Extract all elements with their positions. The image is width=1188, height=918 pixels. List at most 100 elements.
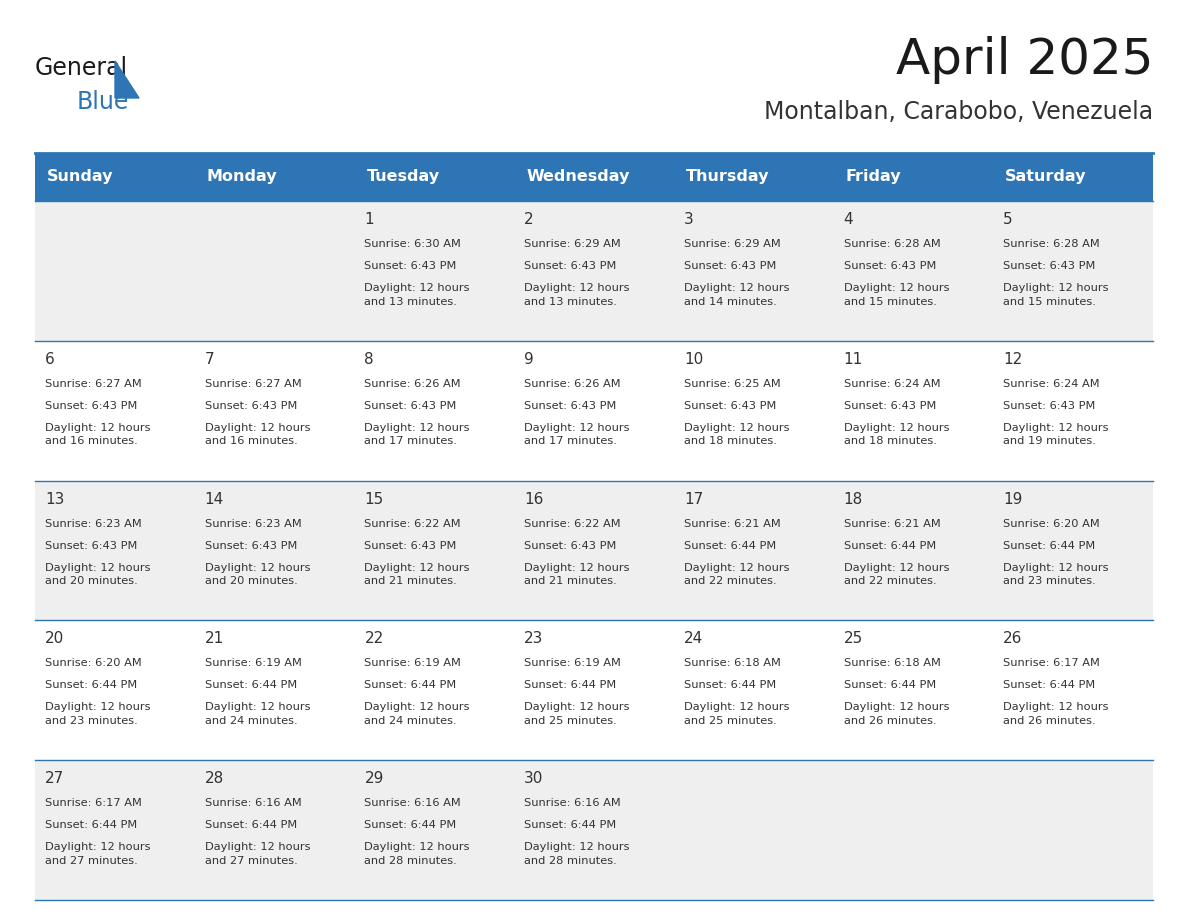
Text: Daylight: 12 hours
and 15 minutes.: Daylight: 12 hours and 15 minutes. (843, 283, 949, 307)
Text: Sunset: 6:44 PM: Sunset: 6:44 PM (365, 680, 456, 690)
Text: 24: 24 (684, 632, 703, 646)
Text: Daylight: 12 hours
and 18 minutes.: Daylight: 12 hours and 18 minutes. (843, 423, 949, 446)
Text: Daylight: 12 hours
and 17 minutes.: Daylight: 12 hours and 17 minutes. (365, 423, 470, 446)
Text: 25: 25 (843, 632, 862, 646)
Text: 5: 5 (1004, 212, 1013, 227)
Text: Sunset: 6:44 PM: Sunset: 6:44 PM (843, 541, 936, 551)
Text: Montalban, Carabobo, Venezuela: Montalban, Carabobo, Venezuela (764, 100, 1154, 124)
Text: 18: 18 (843, 492, 862, 507)
Text: Sunset: 6:43 PM: Sunset: 6:43 PM (45, 541, 138, 551)
Text: Sunset: 6:44 PM: Sunset: 6:44 PM (45, 680, 138, 690)
Text: Sunrise: 6:26 AM: Sunrise: 6:26 AM (524, 379, 621, 389)
Text: 14: 14 (204, 492, 225, 507)
Text: Sunset: 6:43 PM: Sunset: 6:43 PM (365, 401, 457, 410)
Text: 3: 3 (684, 212, 694, 227)
Text: Daylight: 12 hours
and 26 minutes.: Daylight: 12 hours and 26 minutes. (843, 702, 949, 726)
Text: Sunset: 6:43 PM: Sunset: 6:43 PM (524, 401, 617, 410)
Text: Sunrise: 6:30 AM: Sunrise: 6:30 AM (365, 239, 461, 249)
Text: Sunrise: 6:23 AM: Sunrise: 6:23 AM (204, 519, 302, 529)
Bar (34, 153, 1154, 201)
Text: Sunrise: 6:26 AM: Sunrise: 6:26 AM (365, 379, 461, 389)
Text: Sunrise: 6:17 AM: Sunrise: 6:17 AM (45, 798, 141, 808)
Text: 4: 4 (843, 212, 853, 227)
Text: Daylight: 12 hours
and 24 minutes.: Daylight: 12 hours and 24 minutes. (365, 702, 470, 726)
Text: Sunrise: 6:16 AM: Sunrise: 6:16 AM (365, 798, 461, 808)
Text: Sunset: 6:43 PM: Sunset: 6:43 PM (843, 261, 936, 271)
Text: General: General (34, 56, 128, 80)
Text: Sunrise: 6:28 AM: Sunrise: 6:28 AM (843, 239, 941, 249)
Text: Sunrise: 6:19 AM: Sunrise: 6:19 AM (365, 658, 461, 668)
Text: Sunrise: 6:17 AM: Sunrise: 6:17 AM (1004, 658, 1100, 668)
Text: Sunset: 6:43 PM: Sunset: 6:43 PM (684, 401, 776, 410)
Text: Sunset: 6:44 PM: Sunset: 6:44 PM (684, 541, 776, 551)
Text: 19: 19 (1004, 492, 1023, 507)
Text: Sunset: 6:43 PM: Sunset: 6:43 PM (1004, 401, 1095, 410)
Text: Sunset: 6:43 PM: Sunset: 6:43 PM (365, 261, 457, 271)
Text: Sunrise: 6:29 AM: Sunrise: 6:29 AM (684, 239, 781, 249)
Text: Sunrise: 6:18 AM: Sunrise: 6:18 AM (843, 658, 941, 668)
Text: 17: 17 (684, 492, 703, 507)
Text: Monday: Monday (207, 170, 277, 185)
Text: Sunset: 6:44 PM: Sunset: 6:44 PM (365, 820, 456, 830)
Text: Daylight: 12 hours
and 26 minutes.: Daylight: 12 hours and 26 minutes. (1004, 702, 1108, 726)
Text: Daylight: 12 hours
and 21 minutes.: Daylight: 12 hours and 21 minutes. (365, 563, 470, 587)
Text: Sunset: 6:43 PM: Sunset: 6:43 PM (204, 401, 297, 410)
Text: Tuesday: Tuesday (366, 170, 440, 185)
Text: Sunrise: 6:21 AM: Sunrise: 6:21 AM (843, 519, 941, 529)
Text: Daylight: 12 hours
and 25 minutes.: Daylight: 12 hours and 25 minutes. (684, 702, 789, 726)
Text: Sunset: 6:43 PM: Sunset: 6:43 PM (204, 541, 297, 551)
Text: 11: 11 (843, 352, 862, 367)
Text: 12: 12 (1004, 352, 1023, 367)
Text: Sunrise: 6:27 AM: Sunrise: 6:27 AM (204, 379, 302, 389)
Text: Sunday: Sunday (48, 170, 114, 185)
Text: Daylight: 12 hours
and 23 minutes.: Daylight: 12 hours and 23 minutes. (1004, 563, 1108, 587)
Text: Sunset: 6:44 PM: Sunset: 6:44 PM (1004, 541, 1095, 551)
Text: Sunrise: 6:24 AM: Sunrise: 6:24 AM (1004, 379, 1100, 389)
Polygon shape (115, 61, 139, 98)
Text: Daylight: 12 hours
and 23 minutes.: Daylight: 12 hours and 23 minutes. (45, 702, 151, 726)
Text: Sunset: 6:43 PM: Sunset: 6:43 PM (45, 401, 138, 410)
Text: Sunrise: 6:19 AM: Sunrise: 6:19 AM (204, 658, 302, 668)
Text: 29: 29 (365, 771, 384, 786)
Text: 15: 15 (365, 492, 384, 507)
Bar (34, 341, 1154, 481)
Text: Daylight: 12 hours
and 14 minutes.: Daylight: 12 hours and 14 minutes. (684, 283, 789, 307)
Text: 23: 23 (524, 632, 544, 646)
Text: Sunrise: 6:25 AM: Sunrise: 6:25 AM (684, 379, 781, 389)
Text: 27: 27 (45, 771, 64, 786)
Text: Daylight: 12 hours
and 27 minutes.: Daylight: 12 hours and 27 minutes. (45, 842, 151, 866)
Text: Sunrise: 6:27 AM: Sunrise: 6:27 AM (45, 379, 141, 389)
Text: April 2025: April 2025 (896, 36, 1154, 84)
Text: Daylight: 12 hours
and 25 minutes.: Daylight: 12 hours and 25 minutes. (524, 702, 630, 726)
Text: Sunrise: 6:23 AM: Sunrise: 6:23 AM (45, 519, 141, 529)
Bar (34, 481, 1154, 621)
Text: Daylight: 12 hours
and 13 minutes.: Daylight: 12 hours and 13 minutes. (524, 283, 630, 307)
Text: Sunset: 6:44 PM: Sunset: 6:44 PM (684, 680, 776, 690)
Text: Sunset: 6:43 PM: Sunset: 6:43 PM (365, 541, 457, 551)
Text: Daylight: 12 hours
and 18 minutes.: Daylight: 12 hours and 18 minutes. (684, 423, 789, 446)
Text: Daylight: 12 hours
and 20 minutes.: Daylight: 12 hours and 20 minutes. (204, 563, 310, 587)
Text: 30: 30 (524, 771, 544, 786)
Text: Daylight: 12 hours
and 22 minutes.: Daylight: 12 hours and 22 minutes. (684, 563, 789, 587)
Text: Daylight: 12 hours
and 13 minutes.: Daylight: 12 hours and 13 minutes. (365, 283, 470, 307)
Text: Daylight: 12 hours
and 19 minutes.: Daylight: 12 hours and 19 minutes. (1004, 423, 1108, 446)
Text: 6: 6 (45, 352, 55, 367)
Text: Sunset: 6:44 PM: Sunset: 6:44 PM (524, 820, 617, 830)
Text: 26: 26 (1004, 632, 1023, 646)
Text: Saturday: Saturday (1005, 170, 1087, 185)
Text: Daylight: 12 hours
and 27 minutes.: Daylight: 12 hours and 27 minutes. (204, 842, 310, 866)
Text: 8: 8 (365, 352, 374, 367)
Text: Sunrise: 6:20 AM: Sunrise: 6:20 AM (1004, 519, 1100, 529)
Text: Sunset: 6:43 PM: Sunset: 6:43 PM (524, 541, 617, 551)
Bar (34, 760, 1154, 900)
Text: Sunrise: 6:28 AM: Sunrise: 6:28 AM (1004, 239, 1100, 249)
Text: Friday: Friday (846, 170, 902, 185)
Text: Sunset: 6:44 PM: Sunset: 6:44 PM (843, 680, 936, 690)
Text: Daylight: 12 hours
and 28 minutes.: Daylight: 12 hours and 28 minutes. (365, 842, 470, 866)
Text: Sunrise: 6:24 AM: Sunrise: 6:24 AM (843, 379, 940, 389)
Text: Sunset: 6:44 PM: Sunset: 6:44 PM (524, 680, 617, 690)
Text: Sunrise: 6:21 AM: Sunrise: 6:21 AM (684, 519, 781, 529)
Text: Sunrise: 6:16 AM: Sunrise: 6:16 AM (524, 798, 621, 808)
Text: 7: 7 (204, 352, 214, 367)
Text: Daylight: 12 hours
and 15 minutes.: Daylight: 12 hours and 15 minutes. (1004, 283, 1108, 307)
